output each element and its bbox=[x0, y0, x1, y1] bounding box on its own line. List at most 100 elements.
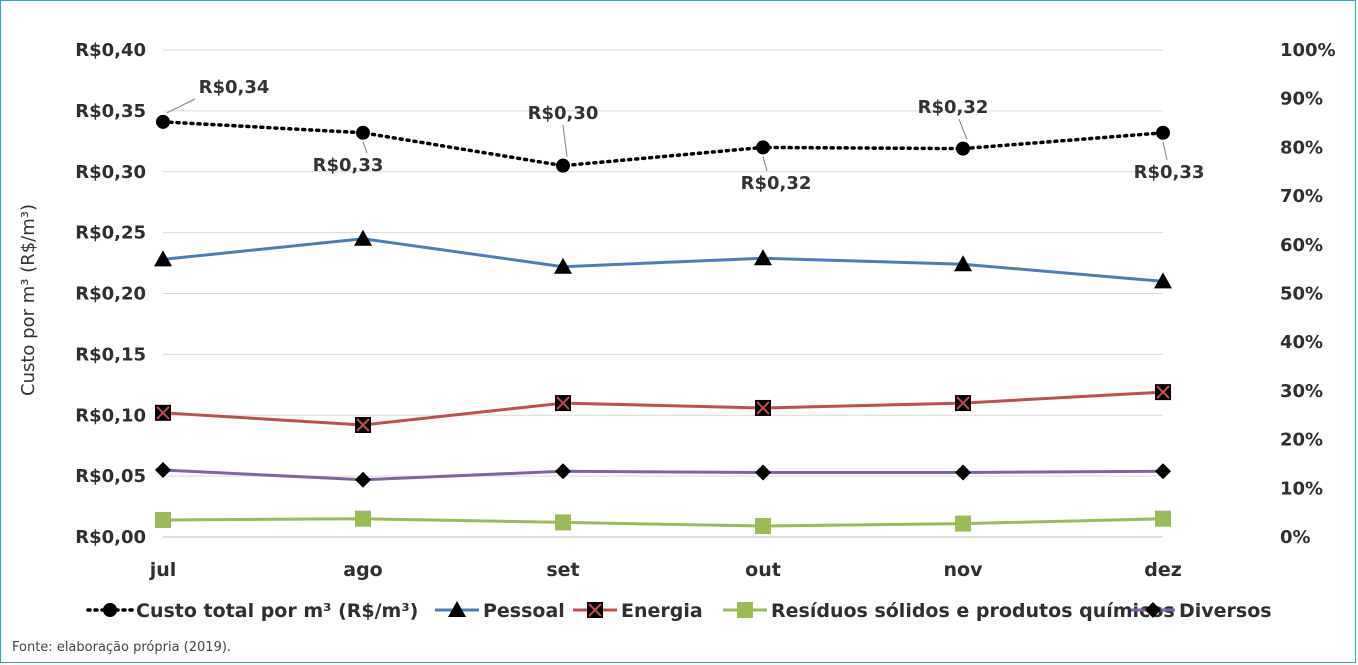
data-point-cross bbox=[956, 396, 970, 410]
data-point-triangle bbox=[154, 250, 172, 267]
legend-item-2: Pessoal bbox=[435, 600, 565, 622]
series-line bbox=[162, 390, 1164, 427]
data-point-square bbox=[755, 518, 771, 535]
legend-item-5: Diversos bbox=[1131, 600, 1272, 622]
legend-item-3: Energia bbox=[573, 600, 703, 622]
data-point-square bbox=[355, 510, 371, 527]
y2-tick-label: 90% bbox=[1280, 89, 1323, 110]
data-label: R$0,34 bbox=[199, 77, 270, 98]
data-point-square bbox=[737, 602, 753, 618]
series-line bbox=[162, 517, 1164, 528]
series-4 bbox=[155, 510, 1171, 535]
data-point-triangle bbox=[1154, 272, 1172, 289]
data-label-leader bbox=[762, 156, 768, 172]
x-axis: jul ago set out nov dez bbox=[149, 559, 1182, 581]
data-point-circle bbox=[956, 141, 970, 156]
y-axis-left: R$0,00 R$0,05 R$0,10 R$0,15 R$0,20 R$0,25 R$0,… bbox=[75, 40, 146, 548]
data-point-diamond bbox=[1145, 602, 1161, 618]
x-tick-label: set bbox=[546, 559, 579, 581]
line-chart: R$0,00 R$0,05 R$0,10 R$0,15 R$0,20 R$0,25 R$0,… bbox=[18, 40, 1336, 622]
data-point-cross bbox=[556, 396, 570, 410]
data-label-leader bbox=[1162, 141, 1168, 161]
data-label: R$0,32 bbox=[918, 97, 989, 118]
data-label-leader bbox=[958, 118, 968, 140]
data-point-diamond bbox=[355, 471, 371, 488]
x-tick-label: dez bbox=[1144, 559, 1182, 581]
data-label: R$0,33 bbox=[313, 155, 384, 176]
x-tick-label: ago bbox=[343, 559, 382, 581]
x-tick-label: nov bbox=[944, 559, 984, 581]
data-point-circle bbox=[756, 140, 770, 155]
legend-item-1: Custo total por m³ (R$/m³) bbox=[86, 600, 418, 622]
y2-tick-label: 10% bbox=[1280, 478, 1323, 499]
data-point-square bbox=[1155, 510, 1171, 527]
series-line bbox=[162, 237, 1164, 283]
series-line bbox=[162, 468, 1164, 482]
data-point-circle bbox=[103, 603, 117, 617]
data-point-triangle bbox=[554, 257, 572, 274]
data-point-diamond bbox=[755, 464, 771, 481]
y2-tick-label: 30% bbox=[1280, 381, 1323, 402]
data-point-cross bbox=[356, 418, 370, 432]
data-point-diamond bbox=[1155, 463, 1171, 480]
y-axis-right: 0% 10% 20% 30% 40% 50% 60% 70% 80% 90% 100% bbox=[1280, 40, 1336, 548]
data-point-circle bbox=[356, 125, 370, 140]
data-point-cross bbox=[756, 401, 770, 415]
grid-lines bbox=[163, 49, 1163, 538]
y2-tick-label: 50% bbox=[1280, 284, 1323, 305]
series-1 bbox=[156, 114, 1170, 173]
data-label: R$0,33 bbox=[1134, 162, 1205, 183]
data-point-diamond bbox=[155, 462, 171, 479]
data-point-circle bbox=[556, 158, 570, 173]
series-3 bbox=[155, 384, 1171, 433]
y-tick-label: R$0,40 bbox=[75, 40, 146, 61]
y2-tick-label: 60% bbox=[1280, 235, 1323, 256]
y2-tick-label: 100% bbox=[1280, 40, 1336, 61]
legend-item-4: Resíduos sólidos e produtos químicos bbox=[723, 600, 1175, 622]
source-note: Fonte: elaboração própria (2019). bbox=[12, 640, 232, 655]
data-point-triangle bbox=[954, 255, 972, 272]
series-5 bbox=[155, 462, 1171, 488]
series-line bbox=[161, 120, 1165, 168]
data-point-square bbox=[555, 514, 571, 531]
data-label-leader bbox=[166, 98, 196, 114]
legend-label: Energia bbox=[621, 600, 703, 622]
y-tick-label: R$0,10 bbox=[75, 405, 146, 426]
y2-tick-label: 0% bbox=[1280, 527, 1311, 548]
legend-label: Resíduos sólidos e produtos químicos bbox=[771, 600, 1175, 622]
series-lines bbox=[154, 114, 1172, 535]
y-tick-label: R$0,20 bbox=[75, 284, 146, 305]
y-tick-label: R$0,25 bbox=[75, 223, 146, 244]
x-tick-label: jul bbox=[149, 559, 177, 581]
data-point-triangle bbox=[754, 249, 772, 266]
y2-tick-label: 80% bbox=[1280, 137, 1323, 158]
data-point-square bbox=[955, 515, 971, 532]
data-point-square bbox=[155, 511, 171, 528]
data-point-circle bbox=[156, 114, 170, 129]
x-tick-label: out bbox=[745, 559, 781, 581]
data-labels: R$0,34 R$0,33 R$0,30 R$0,32 R$0,32 R$0,33 bbox=[166, 77, 1205, 194]
data-point-cross bbox=[1156, 385, 1170, 399]
legend-label: Pessoal bbox=[483, 600, 565, 622]
y-axis-title: Custo por m³ (R$/m³) bbox=[18, 204, 39, 396]
y-tick-label: R$0,05 bbox=[75, 466, 146, 487]
data-point-cross bbox=[156, 406, 170, 420]
y-tick-label: R$0,15 bbox=[75, 344, 146, 365]
series-2 bbox=[154, 229, 1172, 289]
y2-tick-label: 70% bbox=[1280, 186, 1323, 207]
legend: Custo total por m³ (R$/m³) Pessoal Energia… bbox=[86, 600, 1272, 622]
data-point-diamond bbox=[555, 463, 571, 480]
data-point-triangle bbox=[448, 601, 466, 617]
data-label: R$0,32 bbox=[741, 173, 812, 194]
data-label-leader bbox=[562, 124, 568, 157]
data-label: R$0,30 bbox=[528, 103, 599, 124]
y-tick-label: R$0,00 bbox=[75, 527, 146, 548]
data-point-diamond bbox=[955, 464, 971, 481]
legend-label: Custo total por m³ (R$/m³) bbox=[136, 600, 418, 622]
y2-tick-label: 20% bbox=[1280, 430, 1323, 451]
y-tick-label: R$0,30 bbox=[75, 162, 146, 183]
legend-label: Diversos bbox=[1179, 600, 1272, 622]
y-tick-label: R$0,35 bbox=[75, 101, 146, 122]
y2-tick-label: 40% bbox=[1280, 332, 1323, 353]
